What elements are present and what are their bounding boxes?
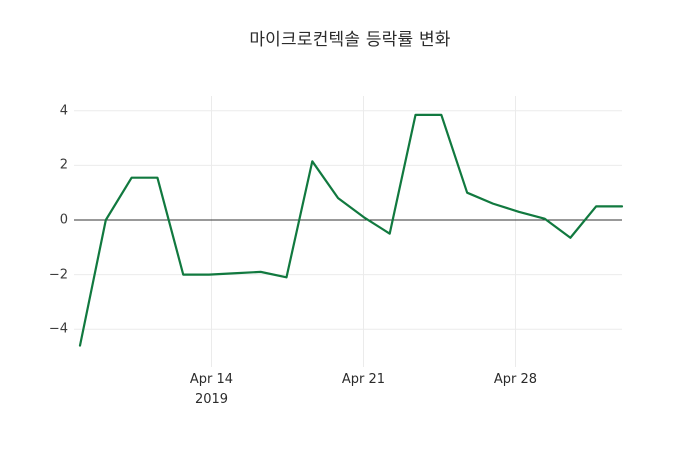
chart-title: 마이크로컨텍솔 등락률 변화 [249, 30, 451, 50]
x-axis-tick-label: Apr 21 [341, 372, 386, 387]
x-axis-year-label: 2019 [194, 392, 229, 407]
data-series-line [78, 113, 624, 347]
y-axis-tick-label: −4 [48, 321, 68, 337]
x-axis-tick-label: Apr 28 [493, 372, 538, 387]
y-axis-tick-label: 4 [59, 103, 68, 119]
x-axis-tick-label: Apr 14 [189, 372, 234, 387]
y-axis-tick-label: 0 [59, 212, 68, 228]
y-axis-tick-label: 2 [59, 157, 68, 173]
y-axis-tick-label: −2 [48, 267, 68, 283]
vertical-gridlines [211, 96, 516, 367]
